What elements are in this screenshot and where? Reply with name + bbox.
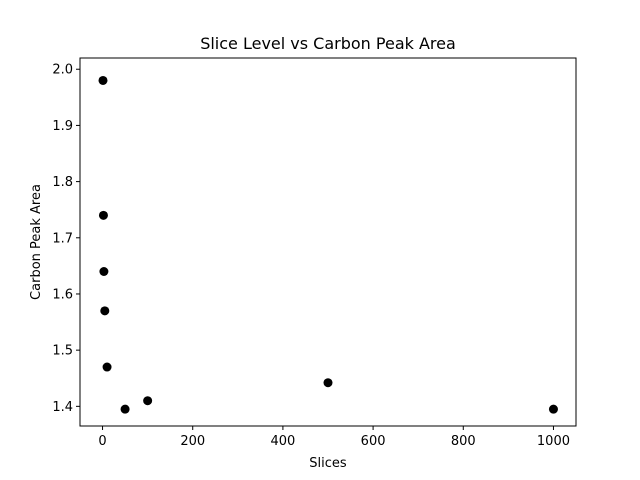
y-tick-label: 1.7	[52, 231, 73, 246]
y-axis: 1.4 1.5 1.6 1.7 1.8 1.9 2.0	[52, 63, 80, 415]
y-tick-label: 2.0	[52, 63, 73, 78]
data-points	[98, 75, 558, 414]
data-point	[120, 404, 130, 414]
axes-frame	[79, 57, 577, 427]
data-point	[98, 210, 108, 220]
y-tick-label: 1.6	[52, 287, 73, 302]
x-axis: 0 200 400 600 800 1000	[98, 426, 570, 449]
x-axis-label: Slices	[309, 456, 347, 471]
chart-title: Slice Level vs Carbon Peak Area	[200, 34, 456, 53]
y-tick-label: 1.5	[52, 344, 73, 359]
data-point	[323, 378, 333, 388]
y-tick-label: 1.9	[52, 119, 73, 134]
x-tick-label: 600	[361, 434, 386, 449]
y-tick-label: 1.4	[52, 400, 73, 415]
plot-area	[79, 57, 577, 427]
y-axis-label: Carbon Peak Area	[29, 184, 44, 300]
x-tick-label: 400	[270, 434, 295, 449]
data-point	[100, 306, 110, 316]
x-tick-label: 200	[180, 434, 205, 449]
y-tick-label: 1.8	[52, 175, 73, 190]
x-tick-label: 0	[98, 434, 106, 449]
data-point	[548, 404, 558, 414]
x-tick-label: 1000	[537, 434, 570, 449]
data-point	[143, 396, 153, 406]
x-tick-label: 800	[451, 434, 476, 449]
data-point	[99, 266, 109, 276]
data-point	[98, 75, 108, 85]
data-point	[102, 362, 112, 372]
